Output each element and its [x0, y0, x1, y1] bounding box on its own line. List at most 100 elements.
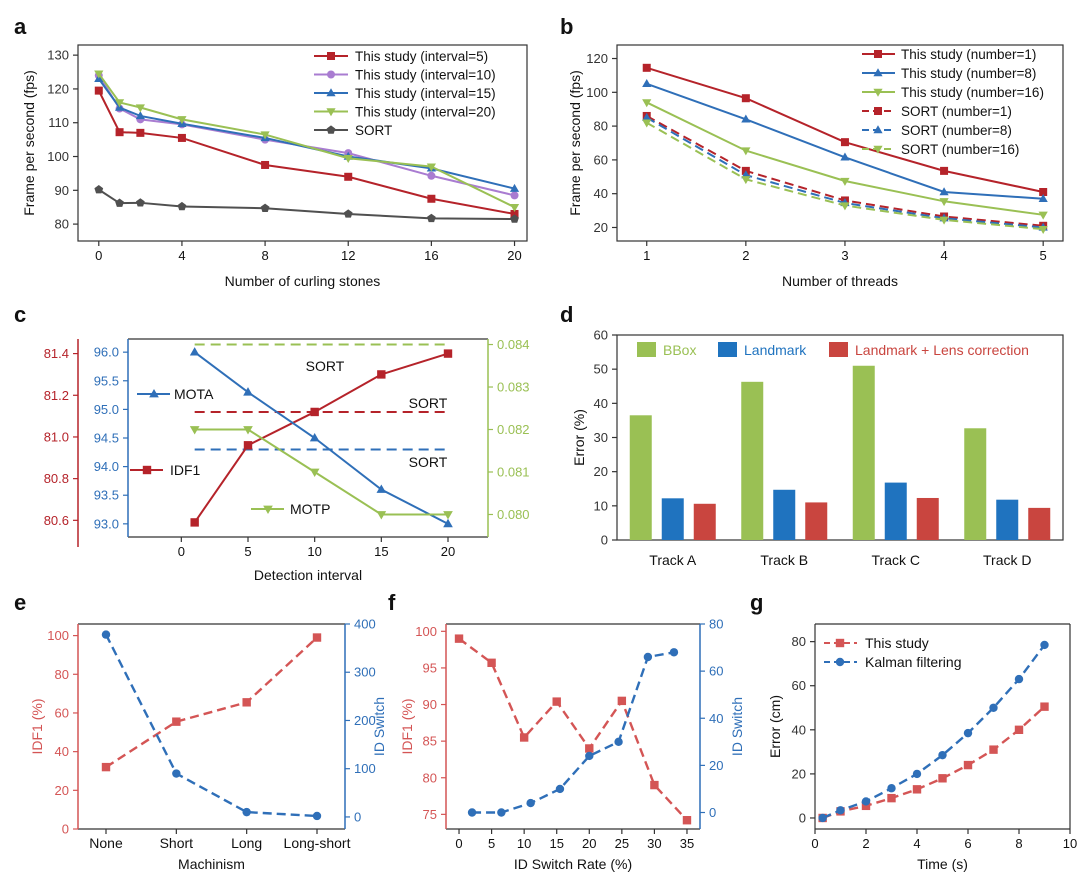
b-x-tick-label: 5 [1040, 248, 1047, 263]
e-right-tick-label: 300 [354, 665, 376, 680]
g-point [836, 806, 845, 815]
c-idf1-tick-label: 81.0 [44, 429, 69, 444]
a-legend-label: This study (interval=20) [355, 105, 496, 120]
e-category-label: Short [160, 835, 194, 851]
d-bar [773, 489, 796, 540]
f-point [643, 652, 653, 662]
a-legend-label: SORT [355, 123, 392, 138]
f-series-line [458, 637, 688, 822]
a-x-tick-label: 16 [424, 248, 438, 263]
b-x-axis-title: Number of threads [782, 273, 898, 289]
a-x-tick-label: 0 [95, 248, 102, 263]
g-point [887, 793, 896, 803]
b-legend-label: SORT (number=1) [901, 104, 1012, 119]
f-right-tick-label: 40 [709, 711, 723, 726]
e-category-label: None [89, 835, 123, 851]
e-point [242, 807, 251, 817]
f-x-tick-label: 25 [615, 836, 629, 851]
f-point [682, 816, 692, 825]
b-point [1039, 188, 1048, 196]
d-y-tick-label: 10 [594, 498, 608, 513]
c-idf1-legend-marker [142, 465, 152, 475]
c-point [443, 518, 453, 528]
b-point [741, 147, 751, 156]
b-legend-marker [873, 145, 883, 154]
e-category-label: Long [231, 835, 262, 851]
a-point [177, 201, 187, 211]
b-point [642, 99, 652, 108]
a-y-tick-label: 130 [47, 48, 69, 63]
f-x-tick-label: 20 [582, 836, 596, 851]
d-legend-label: Landmark [744, 342, 807, 358]
g-point [1040, 640, 1049, 650]
c-mota-tick-label: 94.5 [94, 431, 119, 446]
f-left-tick-label: 80 [423, 770, 437, 785]
e-point [312, 811, 322, 821]
panel-letter: f [388, 590, 396, 615]
g-legend-marker [835, 638, 845, 648]
c-mota-tick-label: 93.5 [94, 488, 119, 503]
e-point [101, 630, 111, 639]
a-point [343, 155, 353, 164]
e-series-line [104, 634, 318, 818]
g-y-tick-label: 60 [792, 678, 806, 693]
b-x-tick-label: 1 [643, 248, 650, 263]
g-x-tick-label: 4 [913, 836, 920, 851]
b-point [840, 152, 850, 161]
panel-e: 0 20 40 60 80 100 0 100 200 300 400 None Short Long Lo… [29, 617, 387, 873]
b-point [642, 119, 652, 128]
d-bar [996, 499, 1019, 540]
a-point [510, 214, 519, 223]
a-point [94, 185, 104, 194]
a-y-tick-label: 100 [47, 149, 69, 164]
a-legend-marker [326, 125, 336, 134]
a-series-line [97, 73, 515, 209]
b-point [939, 187, 949, 196]
b-point [840, 177, 850, 186]
c-point [190, 518, 199, 527]
a-point [136, 128, 145, 137]
c-x-tick-label: 5 [244, 544, 251, 559]
c-mota-tick-label: 95.5 [94, 373, 119, 388]
a-point [115, 128, 124, 137]
c-point [376, 484, 387, 493]
f-right-axis-title: ID Switch [729, 697, 745, 756]
d-y-tick-label: 60 [594, 328, 608, 343]
b-y-tick-label: 40 [594, 186, 608, 201]
a-point [114, 99, 125, 108]
panel-d: 0 10 20 30 40 50 60 Error (%) Track A Track B Trac… [571, 328, 1064, 568]
c-point [243, 426, 253, 435]
g-point [963, 760, 973, 770]
c-point [243, 387, 253, 396]
c-point [189, 426, 200, 435]
panel-g: 0 2 4 6 8 10 0 20 40 60 80 Time (s) Error (cm) This s… [767, 623, 1077, 872]
g-point [963, 728, 973, 738]
plot-frame [616, 44, 1064, 242]
d-y-axis-title: Error (%) [571, 409, 587, 466]
f-x-tick-label: 5 [488, 836, 495, 851]
e-right-axis-title: ID Switch [371, 697, 387, 756]
a-point [510, 209, 519, 218]
b-legend-marker [874, 107, 882, 115]
d-legend-swatch [829, 342, 848, 357]
b-legend-marker [873, 68, 883, 77]
c-idf1-tick-label: 81.2 [44, 388, 69, 403]
a-point [427, 213, 436, 223]
d-y-tick-label: 30 [594, 430, 608, 445]
c-sort-label: SORT [409, 395, 448, 411]
g-point [1014, 725, 1024, 735]
a-legend-label: This study (interval=15) [355, 86, 496, 101]
panel-letter: g [750, 590, 763, 615]
panel-letter: c [14, 302, 26, 327]
g-y-tick-label: 40 [792, 722, 806, 737]
c-series-line [193, 352, 449, 523]
c-x-tick-label: 10 [307, 544, 321, 559]
e-point [101, 762, 111, 772]
f-point [614, 737, 623, 747]
g-x-tick-label: 0 [811, 836, 818, 851]
f-point [585, 744, 594, 753]
b-point [741, 114, 751, 123]
panel-a: 0 4 8 12 16 20 80 90 100 110 120 130 Number of curli… [21, 44, 528, 289]
g-point [912, 785, 922, 794]
